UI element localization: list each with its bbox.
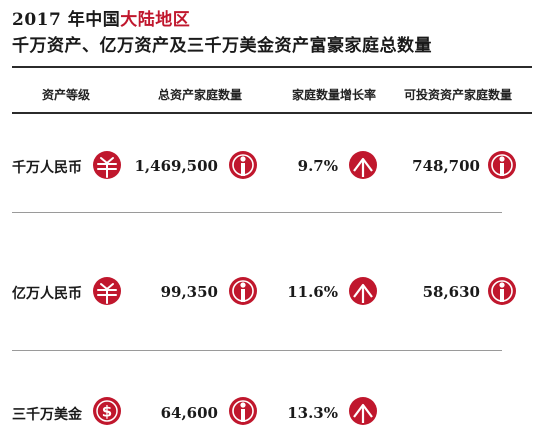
- arrow-up-icon: [348, 396, 378, 426]
- person-up-icon: [228, 396, 258, 426]
- investable-value: 58,630: [422, 283, 480, 301]
- header-investable: 可投资资产家庭数量: [404, 88, 513, 102]
- yuan-grid-icon: [92, 276, 122, 306]
- growth-value: 13.3%: [287, 404, 338, 422]
- growth-value: 9.7%: [297, 157, 338, 175]
- yuan-grid-icon: [92, 150, 122, 180]
- person-up-icon: [228, 150, 258, 180]
- header-growth: 家庭数量增长率: [292, 88, 377, 102]
- investable-value: 748,700: [412, 157, 480, 175]
- title-line-1: 2017 年中国大陆地区: [12, 5, 190, 30]
- top-rule: [12, 66, 532, 68]
- total-value: 64,600: [160, 404, 218, 422]
- dollar-icon: $: [92, 396, 122, 426]
- title-line-2: 千万资产、亿万资产及三千万美金资产富豪家庭总数量: [12, 36, 432, 56]
- person-up-icon: [487, 276, 517, 306]
- header-total: 总资产家庭数量: [158, 88, 243, 102]
- row-divider: [12, 350, 502, 351]
- row-label: 亿万人民币: [12, 286, 82, 302]
- header-level: 资产等级: [42, 88, 91, 102]
- total-value: 99,350: [160, 283, 218, 301]
- growth-value: 11.6%: [287, 283, 338, 301]
- svg-text:$: $: [102, 403, 112, 421]
- header-rule: [12, 112, 532, 114]
- row-label: 三千万美金: [12, 407, 82, 423]
- title-prefix: 2017 年中国: [12, 10, 121, 30]
- arrow-up-icon: [348, 276, 378, 306]
- person-up-icon: [228, 276, 258, 306]
- arrow-up-icon: [348, 150, 378, 180]
- row-divider: [12, 212, 502, 213]
- total-value: 1,469,500: [134, 157, 218, 175]
- row-label: 千万人民币: [12, 160, 82, 176]
- person-up-icon: [487, 150, 517, 180]
- title-highlight: 大陆地区: [120, 10, 191, 30]
